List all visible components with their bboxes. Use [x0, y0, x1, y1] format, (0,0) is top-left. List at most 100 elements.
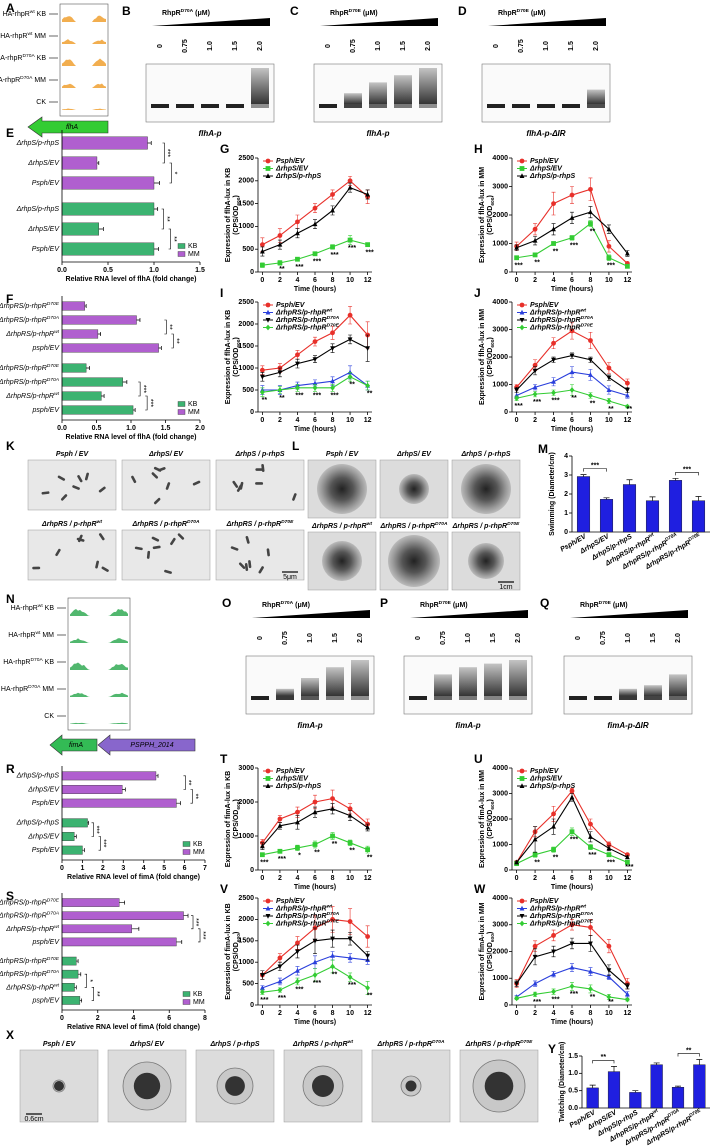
significance-label: **: [367, 854, 373, 861]
x-tick-label: 1: [80, 865, 84, 872]
category-label-part: wt: [54, 982, 60, 988]
significance-label: ***: [533, 999, 541, 1006]
legend-marker: [265, 914, 271, 919]
point: [365, 242, 371, 248]
legend-marker: [265, 309, 271, 315]
track-peaks: [70, 662, 128, 670]
category-label-part: ΔrhpRS/p-rhpR: [0, 317, 47, 324]
point: [312, 842, 318, 847]
x-tick-label: 10: [605, 1010, 613, 1017]
significance-label: **: [571, 395, 577, 402]
legend-marker: [519, 318, 525, 323]
category-label-part: D70A: [664, 531, 678, 543]
significance-bracket: [168, 228, 171, 250]
significance-label: **: [349, 382, 355, 389]
cell: [164, 569, 172, 574]
track-label: HA-rhpRD70A MM: [1, 684, 54, 693]
point: [551, 241, 556, 246]
bar: [61, 969, 79, 979]
x-axis-label: Relative RNA level of flhA (fold change): [66, 434, 197, 441]
cell: [95, 560, 99, 569]
cell: [77, 475, 83, 483]
gel-title-part: D70E: [439, 600, 452, 606]
y-tick-label: 3000: [492, 922, 508, 929]
gel-band: [151, 104, 169, 108]
legend-swatch: [177, 401, 186, 407]
point: [312, 938, 318, 944]
point: [551, 378, 556, 384]
gel-band: [587, 104, 605, 108]
cell: [245, 535, 250, 544]
y-axis-label: Expression of fimA-lux in KB: [225, 903, 232, 999]
legend-swatch: [177, 243, 186, 249]
twitch-colony: [54, 1081, 64, 1091]
category-label-part: D70A: [47, 377, 59, 383]
gel-band: [301, 696, 319, 700]
point: [330, 963, 335, 970]
image-label: ΔrhpS/ EV: [129, 1041, 165, 1048]
x-tick-label: 10: [346, 417, 354, 424]
bar: [61, 329, 99, 339]
image-label: ΔrhpS / p-rhpS: [460, 451, 510, 458]
x-tick-label: 12: [623, 417, 631, 424]
x-axis-label: Time (hours): [294, 1019, 336, 1026]
y-tick-label: 2500: [238, 895, 254, 902]
significance-label: **: [627, 406, 633, 413]
concentration-label: 1.5: [650, 633, 657, 643]
concentration-label: 1.0: [207, 41, 214, 51]
legend-marker: [519, 158, 525, 164]
cell: [248, 560, 252, 569]
point: [330, 207, 335, 213]
significance-label: ***: [366, 249, 374, 256]
gel-title-part: D70E: [349, 8, 362, 14]
legend-label-part: D70E: [327, 322, 340, 328]
significance-label: **: [166, 324, 173, 330]
significance-label: ***: [313, 980, 321, 987]
y-tick-label: 0: [250, 867, 254, 874]
y-tick-label: 1: [564, 510, 568, 517]
y-tick-label: 3000: [492, 183, 508, 190]
error-bar: [101, 394, 105, 398]
cell: [151, 472, 159, 479]
gradient-wedge: [488, 18, 606, 26]
cell: [266, 548, 270, 557]
concentration-label: 1.5: [568, 41, 575, 51]
cell: [41, 491, 50, 495]
gel-band: [594, 696, 612, 700]
swim-colony: [388, 535, 440, 587]
category-label: ΔrhpRS/p-rhpRwt: [5, 391, 59, 400]
y-axis-label: Swimming (Diameter/cm): [549, 452, 556, 536]
gel-title: RhpRD70E (μM): [330, 8, 378, 17]
category-label-part: ΔrhpRS/p-rhpR: [5, 926, 54, 933]
point: [312, 384, 318, 391]
x-tick-label: 1.0: [126, 425, 136, 432]
gel-title-part: RhpR: [330, 10, 349, 17]
y-axis-label-part: 600: [236, 197, 242, 205]
y-tick-label: 3000: [238, 765, 254, 772]
category-label: psph/EV: [32, 407, 61, 414]
legend-swatch: [182, 991, 191, 997]
y-tick-label: 4: [564, 453, 568, 460]
point: [330, 378, 335, 384]
y-tick-label: 1000: [238, 833, 254, 840]
significance-bracket: [91, 987, 94, 1001]
point: [347, 369, 353, 375]
significance-label: **: [279, 266, 285, 273]
x-axis-label: Time (hours): [551, 286, 593, 293]
legend-label-part: ΔrhpRS/p-rhpR: [275, 913, 327, 920]
category-label-part: D70E: [47, 956, 60, 962]
bar: [61, 898, 120, 907]
gel-band: [226, 104, 244, 108]
significance-bracket: [183, 775, 186, 790]
track-label: CK: [36, 99, 46, 106]
point: [259, 989, 265, 996]
error-bar: [154, 247, 159, 251]
category-label: ΔrhpS/p-rhpS: [16, 773, 60, 780]
concentration-label: 0: [257, 636, 264, 640]
legend-marker: [265, 768, 271, 774]
legend-label-part: ΔrhpRS/p-rhpR: [529, 913, 581, 920]
point: [532, 252, 538, 258]
y-tick-label: 3: [564, 472, 568, 479]
cell: [84, 472, 89, 481]
image-frame: [215, 459, 305, 511]
